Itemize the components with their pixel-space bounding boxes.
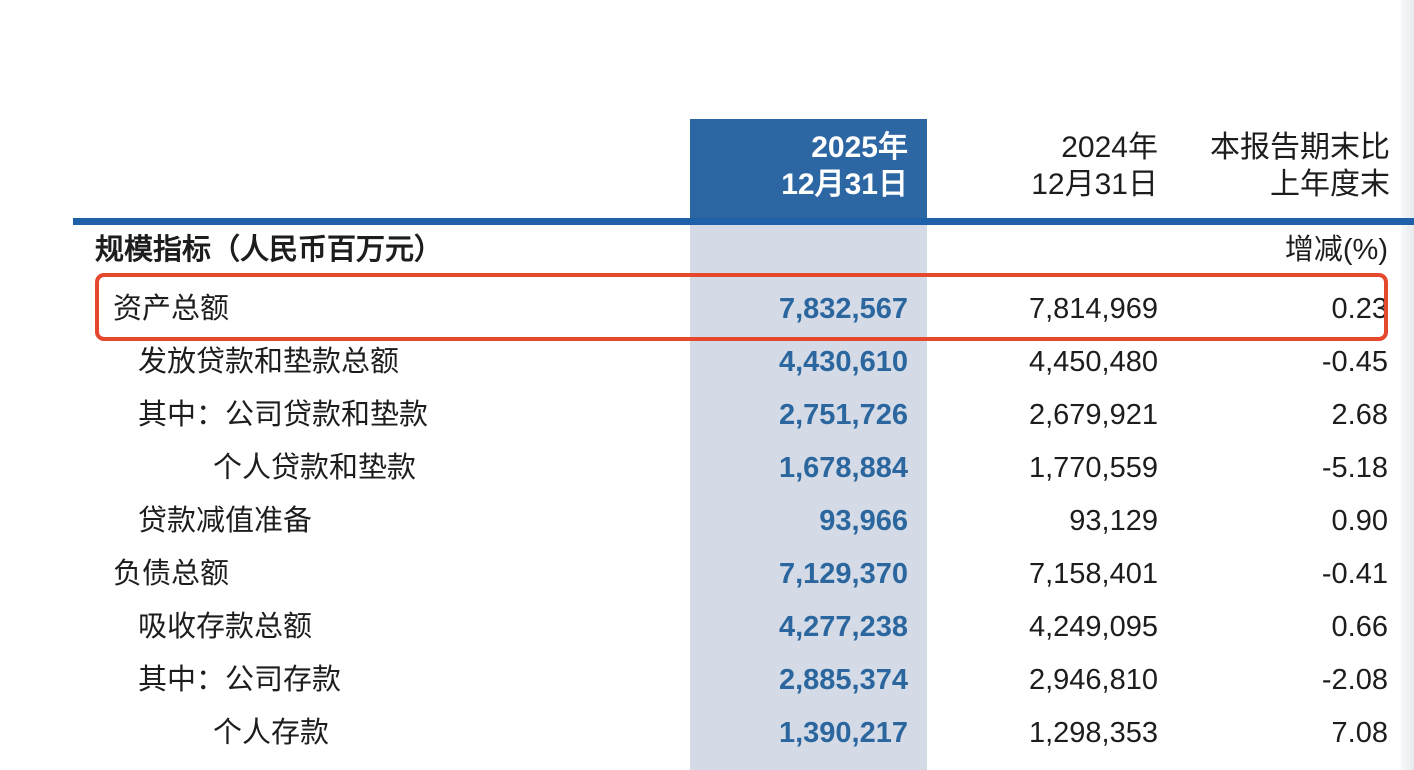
- header-rule: [73, 218, 1414, 225]
- value-2025: 7,129,370: [778, 558, 908, 590]
- value-change: 0.90: [1331, 505, 1388, 537]
- change-unit-label: 增减(%): [1284, 234, 1388, 266]
- value-change: -0.41: [1321, 558, 1388, 590]
- header-2024-date: 12月31日: [1031, 168, 1158, 201]
- header-change-line1: 本报告期末比: [1210, 131, 1390, 164]
- value-2024: 2,679,921: [1028, 399, 1158, 431]
- row-label: 其中：公司贷款和垫款: [138, 399, 429, 431]
- section-row: 规模指标（人民币百万元） 增减(%): [0, 228, 1414, 272]
- header-cell-2024: 2024年 12月31日: [940, 129, 1158, 209]
- table-row-personal-loans: 个人贷款和垫款 1,678,884 1,770,559 -5.18: [0, 442, 1414, 495]
- row-label: 资产总额: [113, 293, 230, 325]
- header-2024-year: 2024年: [1061, 131, 1158, 164]
- table-row-corporate-loans: 其中：公司贷款和垫款 2,751,726 2,679,921 2.68: [0, 389, 1414, 442]
- value-2024: 93,129: [1069, 505, 1158, 537]
- value-2025: 7,832,567: [778, 293, 908, 325]
- header-2025-date: 12月31日: [781, 168, 908, 201]
- value-change: 7.08: [1331, 717, 1388, 749]
- header-2025-year: 2025年: [811, 131, 908, 164]
- row-label: 吸收存款总额: [138, 611, 313, 643]
- row-label: 负债总额: [113, 558, 230, 590]
- value-2024: 7,158,401: [1028, 558, 1158, 590]
- table-row-corporate-deposits: 其中：公司存款 2,885,374 2,946,810 -2.08: [0, 654, 1414, 707]
- value-2025: 4,430,610: [778, 346, 908, 378]
- value-2024: 4,450,480: [1028, 346, 1158, 378]
- value-2025: 4,277,238: [778, 611, 908, 643]
- table-row-personal-deposits: 个人存款 1,390,217 1,298,353 7.08: [0, 707, 1414, 760]
- section-title: 规模指标（人民币百万元）: [95, 234, 444, 266]
- value-2024: 1,298,353: [1028, 717, 1158, 749]
- value-change: -2.08: [1321, 664, 1388, 696]
- row-label: 其中：公司存款: [138, 664, 342, 696]
- value-2025: 2,751,726: [778, 399, 908, 431]
- value-change: 0.66: [1331, 611, 1388, 643]
- page-edge-shadow: [1401, 0, 1414, 770]
- value-change: 0.23: [1331, 293, 1388, 325]
- header-cell-change: 本报告期末比 上年度末: [1090, 129, 1390, 209]
- value-2025: 1,678,884: [778, 452, 908, 484]
- column-band-2025: [690, 225, 927, 770]
- row-label: 发放贷款和垫款总额: [138, 346, 400, 378]
- row-label: 个人存款: [213, 717, 330, 749]
- value-2025: 2,885,374: [778, 664, 908, 696]
- table-row-total-liabilities: 负债总额 7,129,370 7,158,401 -0.41: [0, 548, 1414, 601]
- value-2024: 7,814,969: [1028, 293, 1158, 325]
- value-2024: 2,946,810: [1028, 664, 1158, 696]
- value-change: -5.18: [1321, 452, 1388, 484]
- value-change: -0.45: [1321, 346, 1388, 378]
- header-change-line2: 上年度末: [1270, 168, 1390, 201]
- value-2025: 93,966: [819, 505, 908, 537]
- value-2025: 1,390,217: [778, 717, 908, 749]
- header-cell-2025: 2025年 12月31日: [690, 119, 927, 225]
- value-2024: 4,249,095: [1028, 611, 1158, 643]
- row-label: 个人贷款和垫款: [213, 452, 417, 484]
- table-row-gross-loans: 发放贷款和垫款总额 4,430,610 4,450,480 -0.45: [0, 336, 1414, 389]
- table-row-loan-impairment: 贷款减值准备 93,966 93,129 0.90: [0, 495, 1414, 548]
- report-table: 资产总额 7,832,567 7,814,969 0.23 发放贷款和垫款总额 …: [0, 283, 1414, 760]
- table-row-total-assets: 资产总额 7,832,567 7,814,969 0.23: [0, 283, 1414, 336]
- row-label: 贷款减值准备: [138, 505, 313, 537]
- table-row-total-deposits: 吸收存款总额 4,277,238 4,249,095 0.66: [0, 601, 1414, 654]
- value-change: 2.68: [1331, 399, 1388, 431]
- highlight-annotation-box: [95, 273, 1388, 341]
- value-2024: 1,770,559: [1028, 452, 1158, 484]
